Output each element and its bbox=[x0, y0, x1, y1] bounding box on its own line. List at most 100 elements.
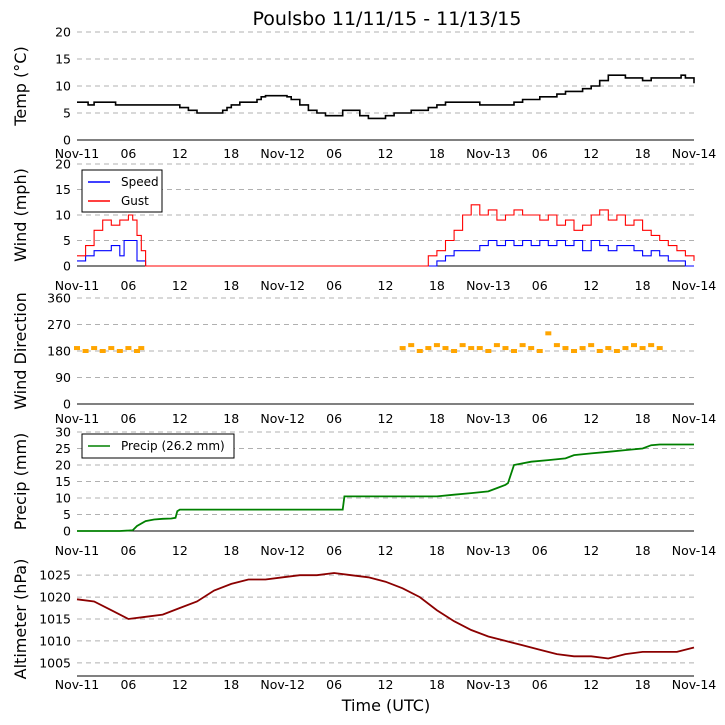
direction-point bbox=[459, 343, 466, 348]
precip-xtick-label: 12 bbox=[583, 543, 599, 558]
wind-xtick-label: 12 bbox=[378, 278, 394, 293]
direction-xtick-label: 18 bbox=[429, 411, 445, 426]
temp-xtick-label: 18 bbox=[223, 146, 239, 161]
altimeter-ytick-label: 1010 bbox=[39, 633, 71, 648]
direction-point bbox=[588, 343, 595, 348]
temp-xtick-label: 12 bbox=[172, 146, 188, 161]
direction-xtick-label: 18 bbox=[223, 411, 239, 426]
temp-xtick-label: 18 bbox=[635, 146, 651, 161]
legend-entry: Speed bbox=[121, 175, 159, 189]
precip-ytick-label: 25 bbox=[55, 441, 71, 456]
speed-series-line bbox=[77, 239, 694, 267]
wind-xtick-label: 18 bbox=[223, 278, 239, 293]
direction-point bbox=[451, 349, 458, 353]
direction-xtick-label: 12 bbox=[583, 411, 599, 426]
wind-ytick-label: 0 bbox=[63, 259, 71, 274]
direction-point bbox=[545, 331, 552, 336]
precip-ytick-label: 20 bbox=[55, 458, 71, 473]
wind-xtick-label: 06 bbox=[120, 278, 136, 293]
precip-xtick-label: Nov-11 bbox=[55, 543, 99, 558]
precip-ytick-label: 15 bbox=[55, 474, 71, 489]
direction-point bbox=[528, 346, 535, 351]
temp-panel: 0 5 10 15 20 Nov-11 06 12 18 Nov-12 06 12 18 Nov-13 06… bbox=[11, 25, 716, 162]
direction-point bbox=[605, 346, 612, 351]
altimeter-xtick-label: 12 bbox=[172, 677, 188, 692]
direction-point bbox=[631, 343, 638, 348]
temp-ytick-label: 20 bbox=[55, 25, 71, 40]
direction-point bbox=[425, 346, 432, 351]
wind-xtick-label: Nov-11 bbox=[55, 278, 99, 293]
temp-xtick-label: Nov-11 bbox=[55, 146, 99, 161]
direction-point bbox=[133, 349, 140, 353]
precip-xtick-label: Nov-12 bbox=[260, 543, 304, 558]
direction-ytick-label: 270 bbox=[47, 317, 71, 332]
precip-legend: Precip (26.2 mm) bbox=[81, 433, 235, 459]
direction-point bbox=[485, 349, 492, 353]
direction-point bbox=[579, 346, 586, 351]
altimeter-ytick-label: 1005 bbox=[39, 655, 71, 670]
wind-xtick-label: 06 bbox=[532, 278, 548, 293]
precip-xtick-label: 12 bbox=[378, 543, 394, 558]
altimeter-ytick-label: 1015 bbox=[39, 612, 71, 627]
precip-xtick-label: 06 bbox=[532, 543, 548, 558]
temp-y-axis-label: Temp (°C) bbox=[11, 46, 30, 126]
direction-point bbox=[596, 349, 603, 353]
wind-xtick-label: Nov-14 bbox=[672, 278, 717, 293]
altimeter-xtick-label: 06 bbox=[120, 677, 136, 692]
precip-xtick-label: Nov-14 bbox=[672, 543, 717, 558]
altimeter-xtick-label: 12 bbox=[583, 677, 599, 692]
direction-ytick-label: 360 bbox=[47, 291, 71, 306]
direction-point bbox=[493, 343, 500, 348]
altimeter-series-line bbox=[76, 572, 695, 660]
direction-xtick-label: Nov-14 bbox=[672, 411, 717, 426]
wind-y-axis-label: Wind (mph) bbox=[11, 168, 30, 262]
direction-point bbox=[536, 349, 543, 353]
temp-xtick-label: 18 bbox=[429, 146, 445, 161]
wind-xtick-label: 06 bbox=[326, 278, 342, 293]
precip-xtick-label: 18 bbox=[429, 543, 445, 558]
wind-xtick-label: 12 bbox=[172, 278, 188, 293]
wind-legend-box bbox=[81, 169, 163, 213]
altimeter-ytick-label: 1025 bbox=[39, 568, 71, 583]
direction-xtick-label: Nov-11 bbox=[55, 411, 99, 426]
wind-legend: Speed Gust bbox=[81, 169, 163, 213]
direction-y-axis-label: Wind Direction bbox=[11, 292, 30, 410]
direction-point bbox=[116, 349, 123, 353]
temp-xtick-label: 06 bbox=[326, 146, 342, 161]
direction-point bbox=[553, 343, 560, 348]
wind-ytick-label: 5 bbox=[63, 233, 71, 248]
temp-ytick-label: 10 bbox=[55, 79, 71, 94]
precip-ytick-label: 30 bbox=[55, 425, 71, 440]
direction-xtick-label: Nov-12 bbox=[260, 411, 304, 426]
direction-point bbox=[442, 346, 449, 351]
direction-point bbox=[656, 346, 663, 351]
gust-series-line bbox=[77, 204, 695, 267]
temp-xtick-label: 12 bbox=[378, 146, 394, 161]
temp-xtick-label: Nov-13 bbox=[466, 146, 510, 161]
altimeter-xtick-label: 18 bbox=[223, 677, 239, 692]
temp-xtick-label: Nov-14 bbox=[672, 146, 717, 161]
direction-point bbox=[511, 349, 518, 353]
temp-ytick-label: 15 bbox=[55, 52, 71, 67]
altimeter-xtick-label: 06 bbox=[326, 677, 342, 692]
direction-point bbox=[91, 346, 98, 351]
wind-ytick-label: 15 bbox=[55, 182, 71, 197]
precip-ytick-label: 5 bbox=[63, 507, 71, 522]
wind-xtick-label: Nov-12 bbox=[260, 278, 304, 293]
precip-xtick-label: 06 bbox=[326, 543, 342, 558]
altimeter-y-axis-label: Altimeter (hPa) bbox=[11, 559, 30, 680]
wind-panel: 0 5 10 15 20 Nov-11 06 12 18 Nov-12 06 12 18 Nov-13 06… bbox=[11, 157, 716, 294]
direction-point bbox=[99, 349, 106, 353]
direction-ytick-label: 180 bbox=[47, 344, 71, 359]
precip-y-axis-label: Precip (mm) bbox=[11, 433, 30, 531]
temp-xtick-label: Nov-12 bbox=[260, 146, 304, 161]
altimeter-xtick-label: 06 bbox=[532, 677, 548, 692]
direction-point bbox=[622, 346, 629, 351]
temp-ytick-label: 5 bbox=[63, 106, 71, 121]
direction-xtick-label: 06 bbox=[532, 411, 548, 426]
direction-xtick-label: 18 bbox=[635, 411, 651, 426]
direction-point bbox=[519, 343, 526, 348]
wind-ytick-label: 20 bbox=[55, 157, 71, 172]
altimeter-ytick-label: 1020 bbox=[39, 590, 71, 605]
direction-point bbox=[476, 346, 483, 351]
